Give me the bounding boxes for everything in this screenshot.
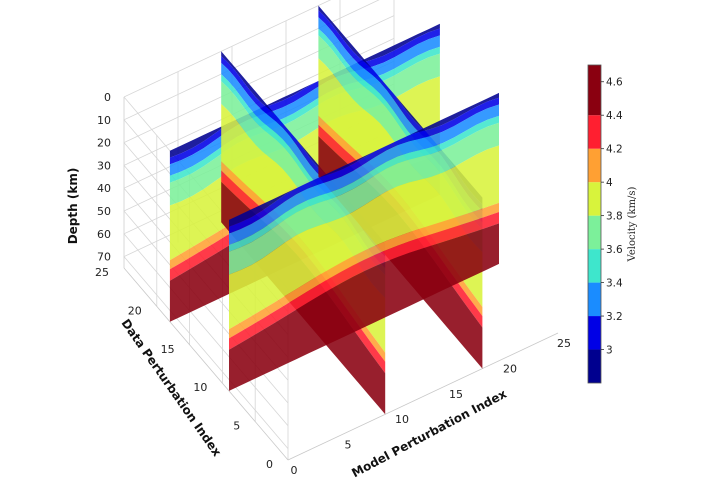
grid-line — [123, 15, 395, 143]
colorbar-tick-label: 4.2 — [606, 144, 623, 156]
velocity-layer — [318, 124, 483, 328]
model-perturbation-axis-label: Model Perturbation Index — [349, 387, 509, 481]
colorbar-tick-label: 3 — [606, 345, 613, 357]
velocity-layer — [221, 74, 386, 276]
colorbar-band — [588, 316, 601, 350]
colorbar-tick-label: 3.4 — [606, 278, 623, 290]
velocity-layer — [229, 223, 499, 391]
velocity-layer — [229, 202, 499, 339]
colorbar-bands — [587, 64, 602, 384]
depth-tick-label: 30 — [97, 159, 111, 172]
velocity-layer — [169, 23, 440, 158]
depth-tick-label: 20 — [97, 137, 111, 150]
data-perturbation-tick-label: 25 — [95, 266, 109, 279]
depth-axis-ticks: 0 10 20 30 40 50 60 70 — [97, 91, 111, 264]
velocity-layer — [221, 56, 386, 257]
colorbar-tick-label: 4.4 — [606, 110, 623, 122]
model-perturbation-tick-label: 10 — [395, 413, 409, 426]
depth-tick-label: 50 — [97, 205, 111, 218]
colorbar-band — [588, 215, 601, 250]
colorbar-tick-label: 3.2 — [606, 311, 623, 323]
grid-line — [123, 0, 380, 121]
velocity-layer — [169, 28, 440, 165]
depth-tick-label: 40 — [97, 182, 111, 195]
colorbar-tick-label: 3.8 — [606, 211, 623, 223]
grid-line — [123, 256, 289, 449]
velocity-layer — [221, 170, 386, 374]
velocity-layer — [229, 92, 499, 227]
velocity-layer — [318, 28, 483, 230]
data-perturbation-tick-label: 10 — [193, 381, 207, 394]
colorbar-band — [588, 282, 601, 317]
grid-line — [123, 233, 289, 427]
colorbar-tick-label: 4 — [606, 177, 613, 189]
depth-tick-label: 10 — [97, 114, 111, 127]
colorbar-tick-label: 4.6 — [606, 77, 623, 89]
velocity-layer — [221, 62, 386, 269]
model-perturbation-tick-label: 5 — [345, 439, 352, 452]
data-perturbation-tick-label: 5 — [233, 420, 240, 433]
data-perturbation-axis-ticks: 0 5 10 15 20 25 — [95, 266, 273, 471]
velocity-layer — [229, 122, 499, 275]
model-perturbation-tick-label: 20 — [503, 362, 517, 375]
velocity-layer — [229, 212, 499, 350]
velocity-layer — [318, 17, 483, 223]
fence-slice — [229, 92, 499, 391]
data-perturbation-tick-label: 15 — [161, 343, 175, 356]
model-perturbation-tick-label: 0 — [291, 464, 298, 477]
axis-edge — [287, 332, 559, 461]
colorbar-band — [588, 148, 601, 183]
velocity-layer — [221, 161, 386, 362]
colorbar-band — [588, 349, 601, 383]
grid-line — [123, 0, 332, 98]
velocity-layer — [221, 51, 386, 251]
velocity-layer — [318, 10, 483, 212]
velocity-layer — [318, 115, 483, 317]
colorbar-band — [588, 65, 601, 116]
velocity-layer — [229, 145, 499, 330]
colorbar-band — [588, 182, 601, 216]
depth-tick-label: 0 — [104, 91, 111, 104]
velocity-layer — [229, 97, 499, 234]
data-perturbation-axis-label: Data Perturbation Index — [118, 316, 224, 459]
colorbar-ticks: 3 3.2 3.4 3.6 3.8 4 4.2 4.4 4.6 — [601, 77, 623, 357]
model-perturbation-tick-label: 25 — [557, 337, 571, 350]
axis-edge — [123, 267, 289, 461]
data-perturbation-tick-label: 20 — [128, 304, 142, 317]
model-perturbation-tick-label: 15 — [449, 388, 463, 401]
velocity-layer — [229, 115, 499, 252]
data-perturbation-tick-label: 0 — [266, 458, 273, 471]
colorbar-label: Velocity (km/s) — [627, 186, 638, 262]
velocity-layer — [318, 5, 483, 205]
model-perturbation-axis-ticks: 0 5 10 15 20 25 — [291, 337, 572, 477]
depth-axis-label: Depth (km) — [66, 168, 80, 245]
depth-tick-label: 70 — [97, 251, 111, 264]
velocity-layer — [229, 104, 499, 245]
velocity-colorbar: 3 3.2 3.4 3.6 3.8 4 4.2 4.4 4.6 Velocity (km/s) — [587, 64, 638, 384]
colorbar-band — [588, 115, 601, 149]
colorbar-tick-label: 3.6 — [606, 244, 623, 256]
colorbar-band — [588, 249, 601, 283]
colorbar-frame — [587, 64, 602, 384]
depth-tick-label: 60 — [97, 228, 111, 241]
fence-slices — [169, 5, 499, 415]
